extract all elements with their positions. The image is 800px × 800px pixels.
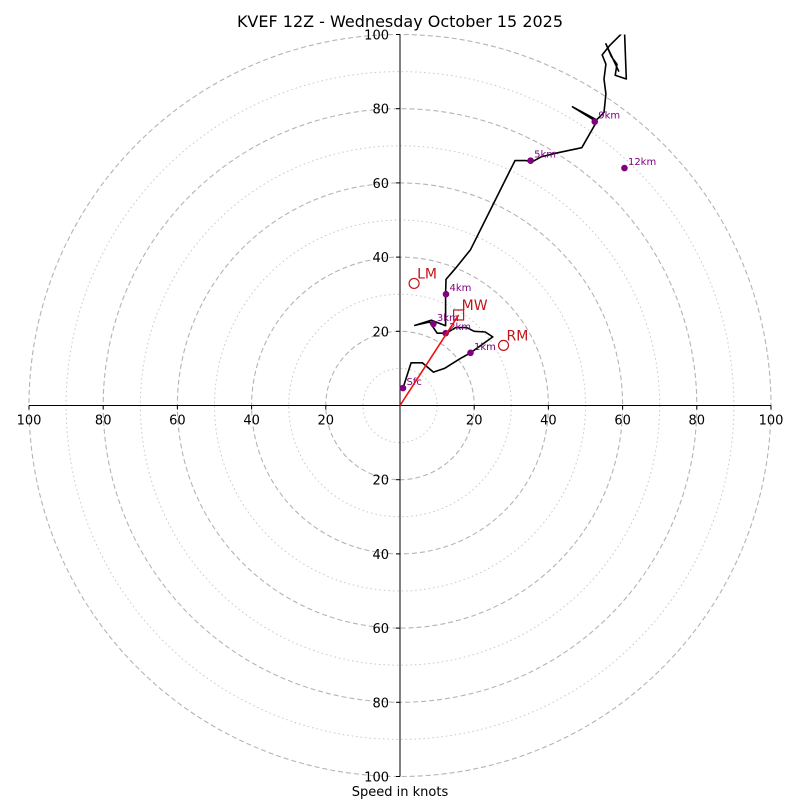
tick-label-bottom-100: 100 — [364, 771, 389, 786]
tick-label-right-40: 40 — [540, 414, 557, 429]
storm-marker-lm — [408, 277, 420, 290]
height-label-3km: 3km — [437, 313, 459, 324]
tick-label-left-20: 20 — [318, 414, 335, 429]
height-marker-12km — [621, 164, 628, 172]
tick-label-top-80: 80 — [372, 103, 389, 118]
height-label-9km: 9km — [598, 111, 620, 122]
height-label-5km: 5km — [534, 150, 556, 161]
storm-label-rm: RM — [507, 328, 529, 344]
height-label-4km: 4km — [450, 283, 472, 294]
chart-title: KVEF 12Z - Wednesday October 15 2025 — [237, 12, 563, 31]
tick-label-top-60: 60 — [372, 177, 389, 192]
hodograph-trace — [402, 34, 628, 389]
height-marker-sfc — [399, 384, 407, 392]
tick-label-right-100: 100 — [759, 414, 784, 429]
height-label-2km: 2km — [449, 322, 471, 333]
tick-label-left-40: 40 — [243, 414, 260, 429]
storm-label-lm: LM — [417, 266, 437, 282]
tick-label-right-20: 20 — [466, 414, 483, 429]
height-markers: Sfc1km2km3km4km5km9km12km — [399, 111, 656, 392]
storm-motion-markers: LM MW RM — [399, 266, 529, 406]
tick-label-right-80: 80 — [689, 414, 706, 429]
tick-label-bottom-80: 80 — [372, 696, 389, 711]
height-label-12km: 12km — [628, 157, 656, 168]
tick-label-top-40: 40 — [372, 251, 389, 266]
tick-label-left-60: 60 — [169, 414, 186, 429]
height-marker-3km — [430, 320, 437, 328]
storm-marker-rm — [497, 339, 510, 351]
height-marker-9km — [591, 118, 599, 125]
tick-label-right-60: 60 — [614, 414, 631, 429]
height-label-1km: 1km — [474, 342, 496, 353]
hodograph-trace-group — [402, 34, 628, 389]
tick-label-left-100: 100 — [17, 414, 42, 429]
mean-wind-vector — [399, 314, 460, 406]
height-marker-5km — [527, 157, 534, 164]
storm-marker-mw — [453, 309, 465, 321]
tick-label-bottom-60: 60 — [372, 622, 389, 637]
height-marker-1km — [467, 349, 474, 357]
tick-label-bottom-20: 20 — [372, 474, 389, 489]
tick-label-bottom-40: 40 — [372, 548, 389, 563]
tick-label-left-80: 80 — [95, 414, 112, 429]
height-marker-4km — [442, 290, 450, 298]
tick-label-top-100: 100 — [364, 29, 389, 44]
x-axis-label: Speed in knots — [352, 785, 449, 800]
tick-labels: 20 20 20 20 40 40 40 40 60 60 60 60 80 80 80 80 100 100 10… — [17, 29, 784, 786]
storm-label-mw: MW — [462, 298, 488, 314]
tick-label-top-20: 20 — [372, 325, 389, 340]
